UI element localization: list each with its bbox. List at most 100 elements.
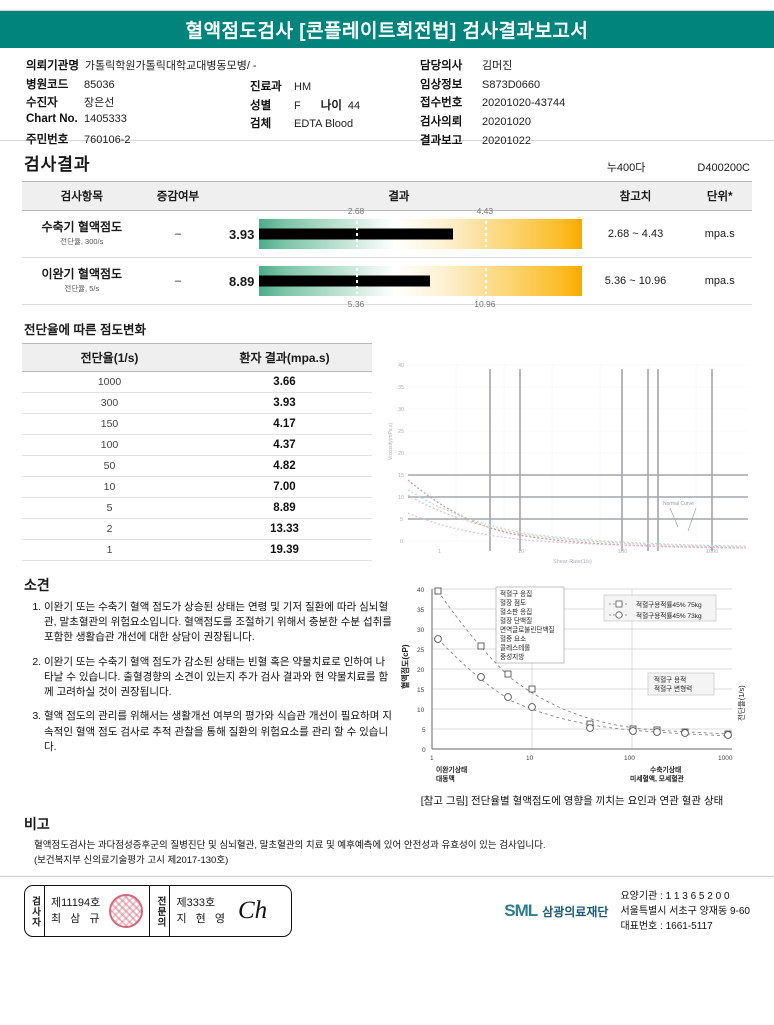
age-value: 44 [347, 99, 361, 112]
result-reference: 5.36 ~ 10.96 [583, 257, 688, 305]
jumin-label: 주민번호 [26, 134, 69, 146]
result-unit: mpa.s [687, 210, 752, 258]
shear-value: 8.89 [197, 497, 372, 519]
svg-text:40: 40 [417, 587, 425, 594]
shear-value: 4.82 [197, 455, 372, 477]
shear-col-rate: 전단율(1/s) [22, 343, 197, 372]
patient-info-column-2: 진료과 HM 성별 F 나이 44 검체 EDTA Blood [250, 78, 360, 134]
results-header-row: 검사항목 증감여부 결과 참고치 단위* [22, 181, 752, 211]
svg-text:100: 100 [618, 549, 627, 555]
chart2-right-annotation: 적혈구 용적 적혈구 변형력 [647, 672, 715, 696]
result-item-name: 이완기 혈액점도 [41, 267, 123, 282]
svg-text:1000: 1000 [706, 549, 718, 555]
clinical-info-value: S873D0660 [482, 78, 541, 91]
viscosity-chart-pane: 40 35 30 25 20 15 10 5 0 1 10 100 1000 Viscosity… [372, 343, 752, 565]
result-unit: mpa.s [687, 257, 752, 305]
shear-rate: 1000 [22, 371, 197, 393]
results-codes: 누400다 D400200C [607, 159, 750, 175]
svg-text:이완기상태: 이완기상태 [436, 765, 467, 774]
chart2-legend-label-1: 적혈구용적률45% 75kg [636, 600, 702, 609]
shear-value: 3.66 [197, 371, 372, 393]
result-gradient-bar: 5.36 10.96 [259, 266, 582, 309]
organization-logo: SML 삼광의료재단 [504, 901, 608, 921]
org-line-2: 서울특별시 서초구 양재동 9-60 [620, 905, 750, 917]
report-page: 혈액점도검사 [콘플레이트회전법] 검사결과보고서 의뢰기관명 가톨릭학원가톨릭… [0, 10, 774, 1025]
svg-text:15: 15 [417, 687, 425, 694]
tester-block: 제11194호 최 삼 규 [45, 886, 149, 936]
specialist-names: 제333호 지 현 영 [176, 895, 227, 928]
specialist-block: 제333호 지 현 영 Ch [170, 886, 273, 936]
result-bar-wrap: 3.93 2.68 4.43 [214, 206, 583, 257]
result-change: – [141, 257, 215, 305]
viscosity-curve-chart: 40 35 30 25 20 15 10 5 0 1 10 100 1000 Viscosity… [388, 363, 748, 565]
shear-rate: 5 [22, 497, 197, 519]
result-code-a: 누400다 [606, 162, 646, 174]
sml-logo-icon: SML [504, 901, 538, 921]
shear-value: 7.00 [197, 476, 372, 498]
reference-chart-caption: [참고 그림] 전단율별 혈액점도에 영향을 끼치는 요인과 연관 혈관 상태 [420, 795, 724, 807]
chart2-legend-label-2: 적혈구용적률45% 73kg [636, 611, 702, 620]
reported-value: 20201022 [482, 134, 531, 147]
shear-and-chart-row: 전단율(1/s) 환자 결과(mpa.s) 1000 3.66 300 3.93 1… [22, 343, 752, 565]
shear-table-pane: 전단율(1/s) 환자 결과(mpa.s) 1000 3.66 300 3.93 1… [22, 343, 372, 561]
svg-text:40: 40 [398, 363, 404, 369]
chart-no-label: Chart No. [26, 112, 78, 125]
svg-text:미세혈액, 모세혈관: 미세혈액, 모세혈관 [630, 774, 685, 783]
shear-table: 전단율(1/s) 환자 결과(mpa.s) 1000 3.66 300 3.93 1… [22, 343, 372, 561]
svg-text:5: 5 [422, 727, 426, 734]
svg-text:20: 20 [417, 667, 425, 674]
accession-label: 접수번호 [420, 97, 463, 109]
clinical-info-row: 임상정보 S873D0660 [420, 76, 565, 91]
table-row: 수축기 혈액점도 전단율, 300/s – 3.93 2.68 4.43 [22, 206, 752, 258]
result-low-label: 5.36 [347, 299, 365, 309]
chart2-xtick-labels: 1 10 100 1000 [430, 755, 733, 762]
chart2-legend: 적혈구용적률45% 75kg 적혈구용적률45% 73kg [603, 594, 717, 622]
svg-text:혈소판 응집: 혈소판 응집 [500, 607, 532, 616]
patient-name-row: 수진자 장은선 [26, 94, 257, 109]
findings-list: 이완기 또는 수축기 혈액 점도가 상승된 상태는 연령 및 기저 질환에 따라… [22, 600, 392, 755]
report-title-bar: 혈액점도검사 [콘플레이트회전법] 검사결과보고서 [0, 10, 774, 48]
ordered-label: 검사의뢰 [420, 116, 463, 128]
svg-text:중성지방: 중성지방 [500, 652, 524, 661]
shear-rate: 2 [22, 518, 197, 540]
remarks-line-2: (보건복지부 신의료기술평가 고시 제2017-130호) [34, 855, 229, 867]
shear-col-value: 환자 결과(mpa.s) [197, 343, 372, 372]
doctor-label: 담당의사 [420, 60, 463, 72]
svg-text:0: 0 [422, 747, 426, 754]
shear-value: 3.93 [197, 392, 372, 414]
result-item-cell: 수축기 혈액점도 전단율, 300/s [22, 210, 142, 258]
svg-text:15: 15 [398, 473, 404, 479]
svg-text:콜레스테롤: 콜레스테롤 [500, 643, 530, 652]
result-value: 8.89 [229, 273, 255, 289]
svg-text:10: 10 [398, 495, 404, 501]
result-reference: 2.68 ~ 4.43 [583, 210, 688, 258]
sex-age-row: 성별 F 나이 44 [250, 97, 360, 112]
patient-info-column-3: 담당의사 김머진 임상정보 S873D0660 접수번호 20201020-43… [420, 57, 565, 150]
organization-name: 삼광의료재단 [542, 904, 609, 919]
patient-info-block: 의뢰기관명 가톨릭학원가톨릭대학교대병동모병/ - 병원코드 85036 수진자… [22, 48, 752, 147]
shear-rate: 50 [22, 455, 197, 477]
patient-name-value: 장은선 [84, 97, 115, 109]
table-row: 100 4.37 [22, 434, 372, 456]
chart2-series-75kg [437, 590, 729, 735]
remarks-section: 비고 혈액점도검사는 과다점성증후군의 질병진단 및 심뇌혈관, 말초혈관의 치… [22, 814, 752, 868]
institution-row: 의뢰기관명 가톨릭학원가톨릭대학교대병동모병/ - [26, 57, 257, 72]
svg-text:25: 25 [417, 647, 425, 654]
result-item-cell: 이완기 혈액점도 전단율, 5/s [22, 257, 142, 305]
patient-info-column-1: 의뢰기관명 가톨릭학원가톨릭대학교대병동모병/ - 병원코드 85036 수진자… [26, 57, 257, 150]
age-label: 나이 [320, 99, 342, 112]
hospital-code-label: 병원코드 [26, 78, 69, 91]
svg-text:20: 20 [398, 451, 404, 457]
shear-rate: 10 [22, 476, 197, 498]
table-row: 50 4.82 [22, 455, 372, 477]
chart-no-row: Chart No. 1405333 [26, 113, 257, 128]
result-low-tick [356, 221, 358, 247]
svg-text:적혈구 변형력: 적혈구 변형력 [654, 684, 692, 693]
findings-title: 소견 [24, 577, 50, 593]
table-row: 2 13.33 [22, 518, 372, 540]
chart2-xlabel: 전단율(1/s) [736, 685, 746, 721]
result-high-tick [484, 221, 487, 247]
result-high-tick [484, 268, 487, 294]
